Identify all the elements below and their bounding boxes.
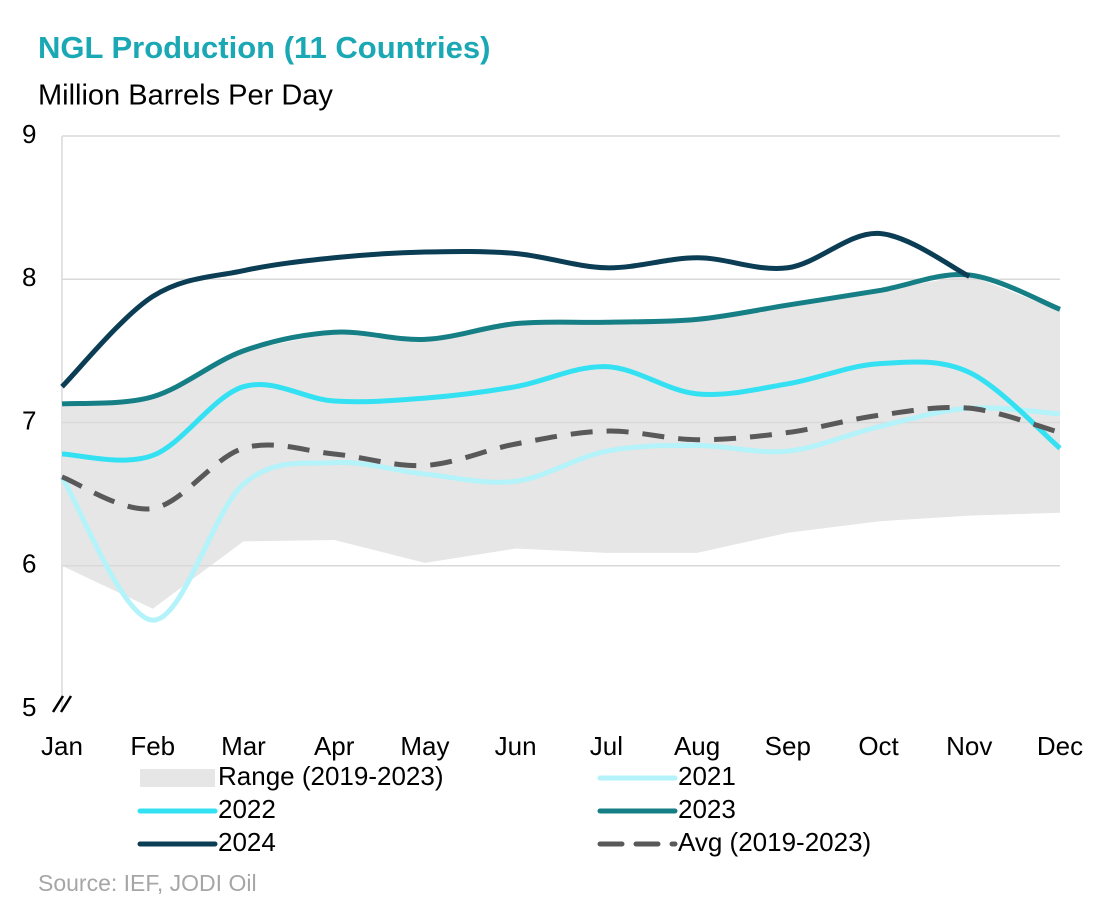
x-tick-label: May — [400, 731, 449, 761]
legend-label: 2021 — [678, 761, 736, 791]
legend-label: 2024 — [218, 827, 276, 857]
y-tick-label: 5 — [22, 692, 36, 722]
y-tick-label: 9 — [22, 119, 36, 149]
series-line — [60, 230, 971, 389]
x-tick-label: Jul — [590, 731, 623, 761]
x-tick-label: Jan — [41, 731, 83, 761]
chart-subtitle: Million Barrels Per Day — [38, 80, 333, 112]
y-tick-label: 6 — [22, 549, 36, 579]
x-tick-label: Jun — [495, 731, 537, 761]
series-line — [61, 404, 1061, 512]
y-tick-label: 8 — [22, 262, 36, 292]
range-area — [62, 274, 1060, 609]
legend-label: Range (2019-2023) — [218, 761, 444, 791]
x-tick-label: Dec — [1037, 731, 1083, 761]
x-tick-label: Feb — [130, 731, 175, 761]
chart-title: NGL Production (11 Countries) — [38, 30, 490, 65]
series-line — [59, 405, 1061, 623]
legend-label: 2023 — [678, 794, 736, 824]
x-tick-label: Sep — [765, 731, 811, 761]
series-line — [61, 359, 1062, 463]
legend-label: Avg (2019-2023) — [678, 827, 871, 857]
y-tick-label: 7 — [22, 405, 36, 435]
x-tick-label: Mar — [221, 731, 266, 761]
x-tick-label: Apr — [314, 731, 355, 761]
x-tick-label: Nov — [946, 731, 992, 761]
x-tick-label: Aug — [674, 731, 720, 761]
axis-break — [51, 695, 73, 713]
legend-swatch — [140, 769, 215, 787]
legend-label: 2022 — [218, 794, 276, 824]
series-line — [61, 272, 1061, 407]
source: Source: IEF, JODI Oil — [38, 870, 257, 896]
x-tick-label: Oct — [858, 731, 899, 761]
